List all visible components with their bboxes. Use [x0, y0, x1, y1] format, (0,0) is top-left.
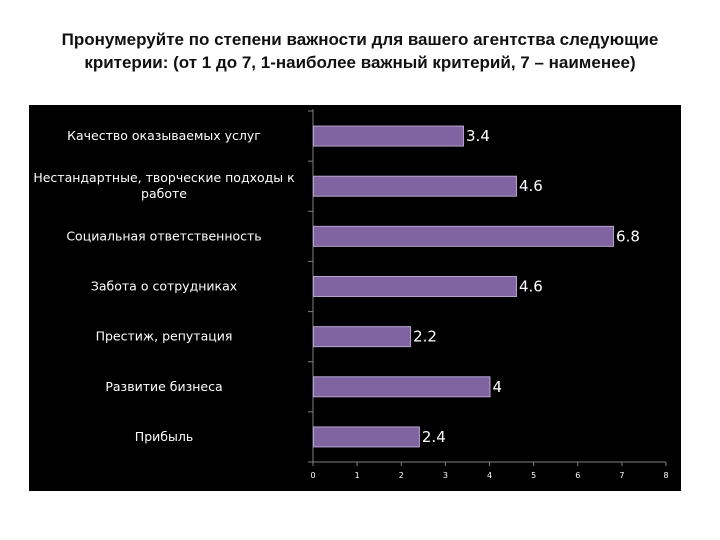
category-label: Социальная ответственность — [66, 228, 261, 243]
category-label-line: Социальная ответственность — [66, 228, 261, 243]
x-tick-label: 5 — [531, 471, 536, 480]
category-label-line: Прибыль — [135, 429, 193, 444]
bar — [313, 376, 491, 398]
chart-title: Пронумеруйте по степени важности для ваш… — [30, 28, 690, 74]
x-tick-label: 8 — [663, 471, 668, 480]
category-label: Качество оказываемых услуг — [67, 128, 261, 143]
category-label-line: Качество оказываемых услуг — [67, 128, 261, 143]
data-label: 2.4 — [422, 428, 446, 446]
data-label: 6.8 — [616, 227, 640, 245]
x-tick-label: 6 — [575, 471, 580, 480]
category-label-line: Забота о сотрудниках — [91, 279, 237, 294]
bar — [313, 276, 517, 297]
x-tick-label: 7 — [619, 471, 624, 480]
category-label: Нестандартные, творческие подходы к работ… — [33, 170, 295, 201]
x-tick-label: 3 — [443, 471, 448, 480]
bar — [313, 426, 420, 448]
chart-area: 0 1 2 3 4 5 6 7 8 3.4 Качество оказываемых услуг 4.… — [29, 105, 681, 491]
x-tick-label: 1 — [355, 471, 360, 480]
data-label: 4.6 — [519, 278, 543, 296]
category-label: Престиж, репутация — [96, 329, 233, 344]
bar-chart: 0 1 2 3 4 5 6 7 8 3.4 Качество оказываемых услуг 4.… — [33, 109, 669, 480]
category-label-line: Престиж, репутация — [96, 329, 233, 344]
x-tick-label: 0 — [310, 471, 315, 480]
data-label: 4 — [493, 378, 503, 396]
category-label-line: Нестандартные, творческие подходы к — [33, 170, 295, 185]
category-label-line: работе — [141, 186, 187, 201]
chart-title-line-1: Пронумеруйте по степени важности для ваш… — [61, 30, 659, 49]
chart-title-line-2: критерии: (от 1 до 7, 1-наиболее важный … — [84, 53, 636, 72]
x-tick-label: 4 — [487, 471, 492, 480]
category-label: Прибыль — [135, 429, 193, 444]
category-label: Развитие бизнеса — [105, 379, 222, 394]
category-label: Забота о сотрудниках — [91, 279, 237, 294]
data-label: 3.4 — [466, 127, 490, 145]
bar — [313, 326, 412, 348]
bar — [313, 225, 615, 247]
category-label-line: Развитие бизнеса — [105, 379, 222, 394]
bar — [313, 125, 465, 147]
x-tick-label: 2 — [399, 471, 404, 480]
data-label: 4.6 — [519, 177, 543, 195]
data-label: 2.2 — [413, 328, 437, 346]
bar — [313, 175, 517, 197]
